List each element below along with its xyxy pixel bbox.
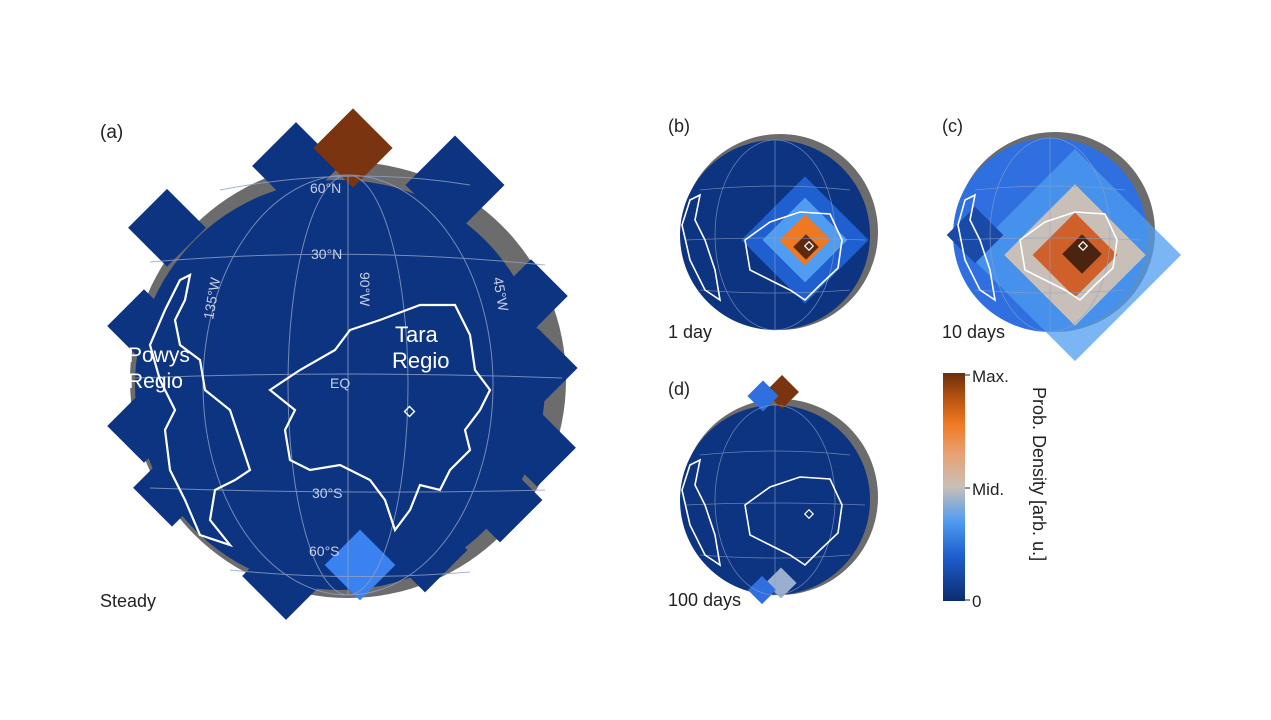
- target-marker-d: [803, 508, 815, 520]
- target-marker-b: [803, 240, 815, 252]
- panel-a: (a): [100, 108, 578, 620]
- colorbar-tick-label-zero: 0: [972, 592, 981, 611]
- target-marker-c: [1077, 240, 1089, 252]
- colorbar: Max. Mid. 0 Prob. Density [arb. u.]: [943, 367, 1049, 611]
- colorbar-label: Prob. Density [arb. u.]: [1029, 387, 1049, 561]
- region-outlines-d: [681, 458, 843, 567]
- colorbar-gradient: [943, 373, 965, 601]
- caption-a: Steady: [100, 591, 156, 611]
- caption-b: 1 day: [668, 322, 712, 342]
- region-label-tara-line2: Regio: [392, 348, 449, 373]
- region-label-powys-line1: Powys: [128, 344, 190, 367]
- caption-d: 100 days: [668, 590, 741, 610]
- lon-label-90w: 90°W: [357, 272, 373, 307]
- lat-labels-a: 60°N 30°N EQ 30°S 60°S: [309, 180, 350, 559]
- caption-c: 10 days: [942, 322, 1005, 342]
- lat-label-eq: EQ: [330, 375, 350, 391]
- lat-label-60n: 60°N: [310, 180, 341, 196]
- graticule-a: [134, 174, 563, 596]
- graticule-d: [684, 404, 866, 596]
- panel-label-a: (a): [100, 122, 123, 143]
- lon-label-45w: 45°W: [490, 276, 512, 313]
- lon-label-135w: 135°W: [200, 275, 223, 320]
- region-outlines-c: [957, 193, 1118, 302]
- panel-b: (b) 1 day: [668, 116, 878, 342]
- panel-label-b: (b): [668, 116, 690, 136]
- panel-c: (c) 10 days: [942, 116, 1182, 362]
- lon-labels-a: 135°W 90°W 45°W: [200, 272, 512, 321]
- region-label-tara-line1: Tara: [395, 322, 439, 347]
- region-label-tara: Tara Regio: [392, 322, 449, 373]
- colorbar-tick-label-mid: Mid.: [972, 480, 1004, 499]
- lat-label-60s: 60°S: [309, 543, 340, 559]
- panel-label-c: (c): [942, 116, 963, 136]
- panel-d: (d) 100 days: [668, 375, 878, 610]
- region-outlines-a: [148, 273, 492, 548]
- region-outlines-b: [681, 193, 843, 302]
- graticule-c: [957, 137, 1143, 333]
- region-label-powys: Powys Regio: [128, 344, 196, 393]
- lat-label-30n: 30°N: [311, 246, 342, 262]
- graticule-b: [684, 139, 866, 331]
- colorbar-tick-label-max: Max.: [972, 367, 1009, 386]
- heatmap-tiles-c: [946, 138, 1182, 362]
- region-label-powys-line2: Regio: [128, 370, 183, 393]
- heatmap-tiles-a: [107, 108, 578, 620]
- panel-label-d: (d): [668, 379, 690, 399]
- target-marker-a: [403, 405, 416, 418]
- lat-label-30s: 30°S: [312, 485, 343, 501]
